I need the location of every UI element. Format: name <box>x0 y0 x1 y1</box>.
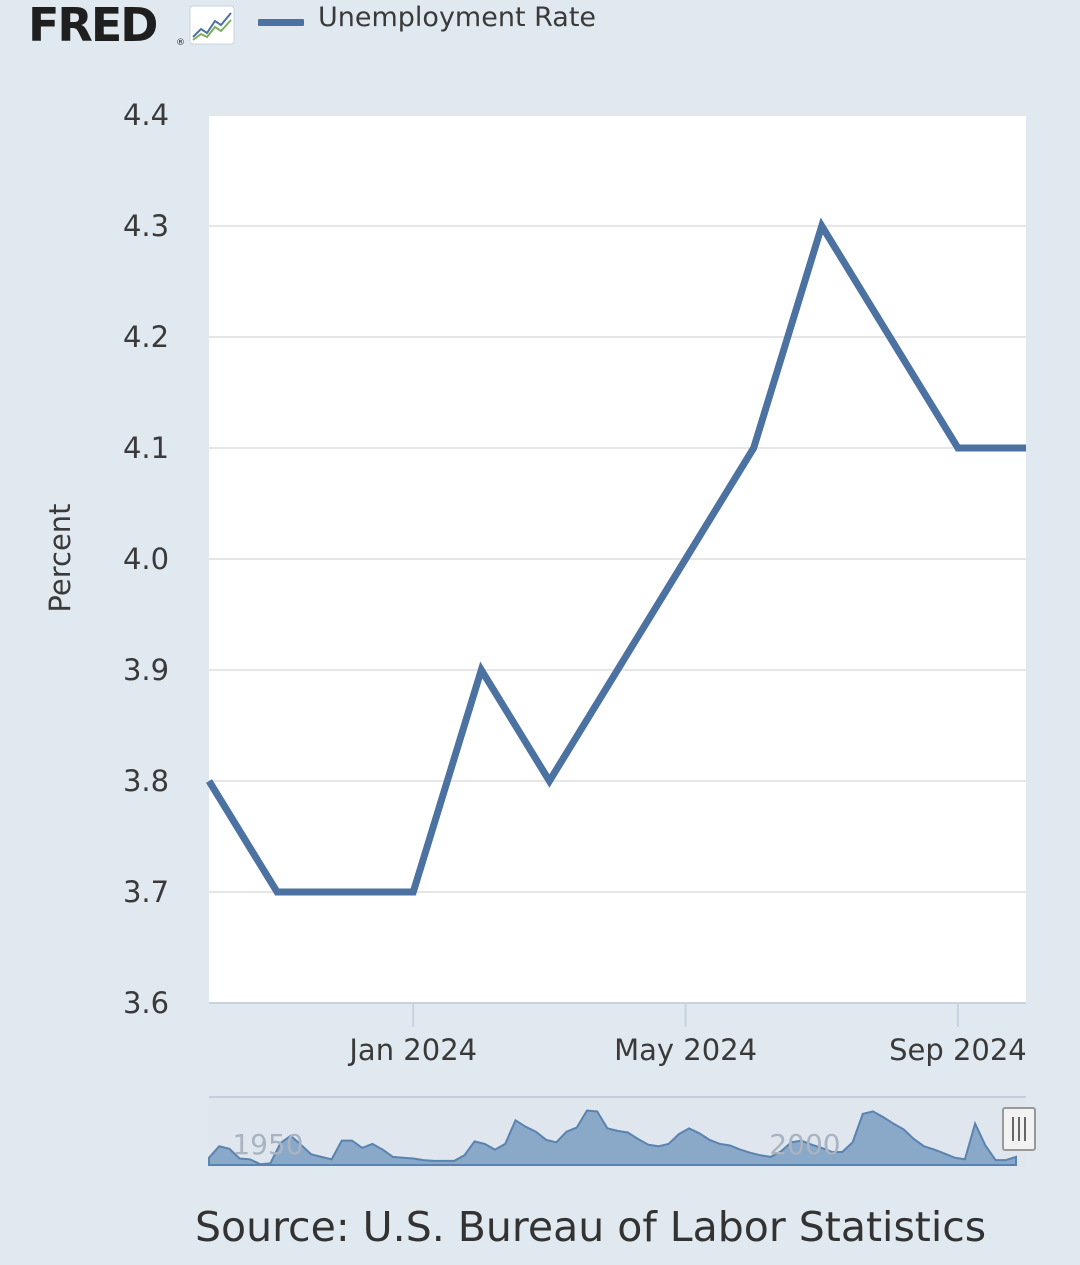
chart-header: FRED ® Unemployment Rate <box>0 0 1080 60</box>
fred-logo: FRED <box>28 0 158 52</box>
y-tick-label: 4.3 <box>123 209 169 243</box>
x-axis-ticks: Jan 2024 May 2024 Sep 2024 <box>347 1003 1027 1067</box>
navigator-year-label: 1950 <box>232 1128 303 1161</box>
y-tick-label: 4.1 <box>123 431 169 465</box>
y-tick-label: 3.9 <box>123 653 169 687</box>
navigator-year-labels: 1950 2000 <box>232 1128 840 1161</box>
y-tick-labels: 3.6 3.7 3.8 3.9 4.0 4.1 4.2 4.3 4.4 <box>123 98 169 1020</box>
legend-swatch <box>258 19 304 26</box>
y-tick-label: 4.0 <box>123 542 169 576</box>
y-tick-label: 4.2 <box>123 320 169 354</box>
x-tick-label: Jan 2024 <box>347 1033 477 1067</box>
navigator-handle[interactable] <box>1002 1107 1036 1151</box>
y-tick-label: 3.6 <box>123 986 169 1020</box>
fred-trend-icon <box>189 5 235 45</box>
source-note: Source: U.S. Bureau of Labor Statistics <box>195 1203 987 1251</box>
y-tick-label: 4.4 <box>123 98 169 132</box>
x-tick-label: May 2024 <box>614 1033 757 1067</box>
registered-mark: ® <box>176 38 185 48</box>
y-tick-label: 3.7 <box>123 875 169 909</box>
series-lines <box>206 217 1027 896</box>
navigator-area <box>208 1109 1017 1166</box>
navigator-year-label: 2000 <box>769 1128 840 1161</box>
y-axis-label: Percent <box>43 503 77 612</box>
x-tick-label: Sep 2024 <box>889 1033 1027 1067</box>
range-navigator[interactable]: 1950 2000 <box>208 1096 1036 1167</box>
legend-label: Unemployment Rate <box>318 2 597 33</box>
y-tick-label: 3.8 <box>123 764 169 798</box>
